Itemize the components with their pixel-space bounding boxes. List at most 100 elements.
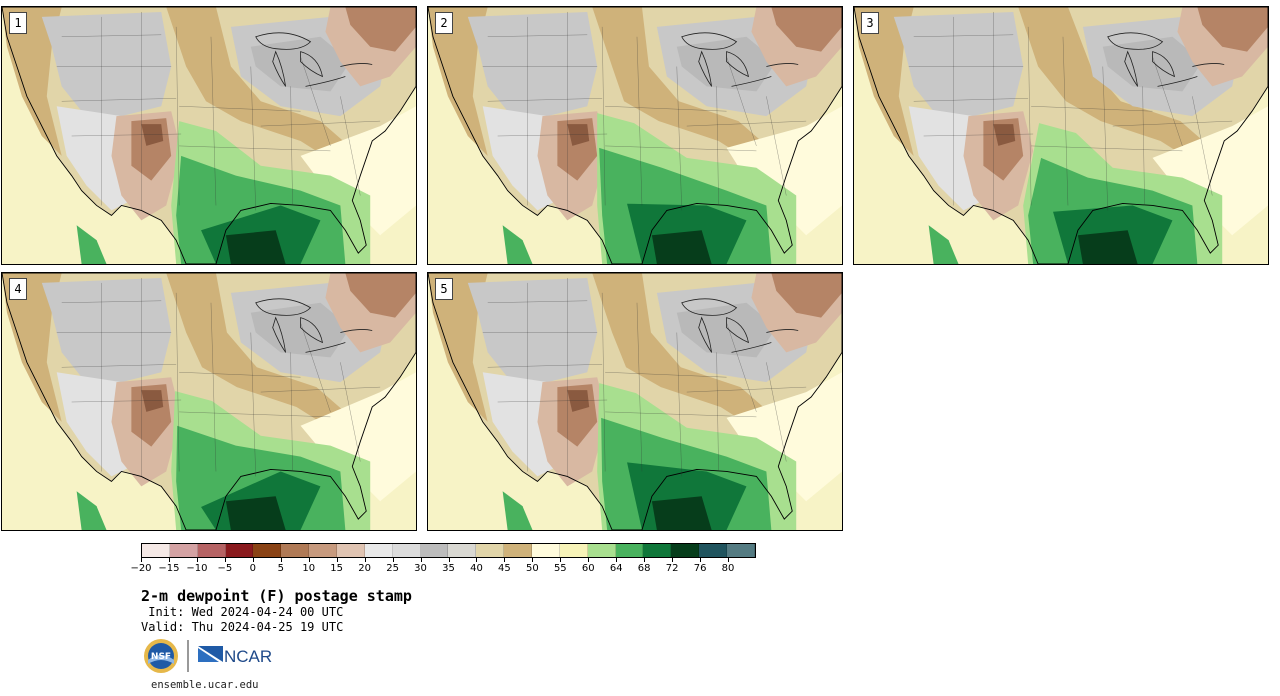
lake-huron	[1152, 51, 1175, 78]
colorbar-tick	[224, 558, 226, 562]
dewpoint-map	[854, 7, 1268, 264]
state-border	[497, 399, 608, 403]
lake-michigan	[698, 50, 713, 87]
colorbar-swatch	[420, 544, 449, 557]
chart-title: 2-m dewpoint (F) postage stamp	[141, 587, 412, 605]
colorbar-tick-label: 40	[470, 563, 483, 574]
init-time: Init: Wed 2024-04-24 00 UTC	[141, 605, 344, 619]
northeast-brown-dark	[345, 273, 416, 318]
colorbar-tick-label: 55	[553, 563, 567, 574]
panel-number: 2	[435, 12, 453, 34]
lake-erie	[305, 342, 346, 353]
great-lakes-gray	[676, 302, 777, 358]
map-panel-2: 2	[427, 6, 843, 265]
northeast-brown-dark	[771, 273, 842, 318]
colorbar-tick	[420, 558, 422, 562]
lake-erie	[731, 76, 772, 87]
state-border	[260, 386, 381, 393]
colorbar-swatch	[699, 544, 728, 557]
lake-ontario	[766, 63, 799, 67]
west-coast-band	[854, 7, 914, 156]
dewpoint-map	[428, 273, 842, 530]
lake-superior	[1107, 32, 1164, 50]
state-border	[1152, 56, 1183, 146]
lake-erie	[1157, 76, 1198, 87]
state-border	[290, 86, 293, 206]
state-border	[487, 364, 603, 368]
colorbar-tick	[644, 558, 646, 562]
colorbar-swatch	[587, 544, 616, 557]
state-border	[179, 372, 301, 378]
state-border	[1031, 145, 1183, 152]
colorbar-tick	[504, 558, 506, 562]
colorbar-tick-label: 72	[665, 563, 679, 574]
plains-dry-band	[1018, 7, 1221, 176]
lake-superior	[255, 32, 312, 50]
colorbar-tick	[364, 558, 366, 562]
state-border	[71, 399, 182, 403]
lake-ontario	[766, 329, 799, 333]
west-coast-band	[2, 273, 62, 422]
lake-superior	[255, 298, 312, 316]
colorbar-tick	[672, 558, 674, 562]
rockies-peak	[567, 390, 590, 412]
state-border	[61, 300, 162, 303]
colorbar-tick	[476, 558, 478, 562]
colorbar-swatch	[225, 544, 254, 557]
coastline	[428, 273, 842, 530]
lake-superior	[681, 32, 738, 50]
state-border	[487, 34, 588, 37]
colorbar-swatch	[364, 544, 393, 557]
ncar-logo-text: NCAR	[224, 647, 272, 666]
east-moist-band	[300, 106, 416, 236]
dewpoint-map	[2, 7, 416, 264]
colorbar-tick-label: 64	[609, 563, 623, 574]
colorbar-swatch	[476, 544, 505, 557]
gulf-moisture-darkest	[651, 230, 712, 264]
lake-ontario	[1192, 63, 1225, 67]
colorbar-swatch	[197, 544, 226, 557]
state-border	[210, 36, 217, 206]
state-border	[676, 332, 682, 477]
colorbar-swatch	[309, 544, 338, 557]
state-border	[605, 372, 727, 378]
state-border	[61, 364, 177, 368]
website-link[interactable]: ensemble.ucar.edu	[151, 679, 259, 691]
colorbar-swatch	[392, 544, 421, 557]
west-gray-region	[467, 277, 598, 383]
rockies-peak	[567, 124, 590, 146]
northeast-brown-dark	[771, 7, 842, 52]
state-border	[766, 96, 787, 196]
state-border	[497, 133, 608, 137]
state-border	[487, 98, 603, 102]
colorbar-swatch	[504, 544, 533, 557]
state-border	[605, 106, 727, 112]
lake-michigan	[272, 50, 287, 87]
colorbar-tick-label: −10	[186, 563, 208, 574]
colorbar-swatch	[281, 544, 310, 557]
lake-michigan	[1124, 50, 1139, 87]
state-border	[913, 34, 1014, 37]
colorbar-swatch	[532, 544, 560, 557]
state-border	[636, 302, 643, 472]
west-gray-region	[893, 11, 1024, 117]
colorbar-tick	[141, 558, 142, 562]
state-border	[601, 26, 606, 206]
map-panel-4: 4	[1, 272, 417, 531]
state-border	[1192, 96, 1213, 196]
colorbar-tick	[728, 558, 730, 562]
state-border	[716, 86, 719, 206]
colorbar-tick-label: 35	[442, 563, 455, 574]
lake-superior	[681, 298, 738, 316]
gulf-moisture-darkest	[1077, 230, 1138, 264]
lake-huron	[726, 51, 749, 78]
east-moist-band	[726, 106, 842, 236]
great-lakes-gray	[1102, 36, 1203, 92]
colorbar-tick	[588, 558, 590, 562]
colorbar-tick-label: 0	[249, 563, 256, 574]
colorbar-swatch	[559, 544, 588, 557]
mexico-green	[502, 491, 533, 530]
state-border	[260, 120, 381, 127]
colorbar-swatch	[142, 544, 170, 557]
lake-michigan	[272, 316, 287, 353]
